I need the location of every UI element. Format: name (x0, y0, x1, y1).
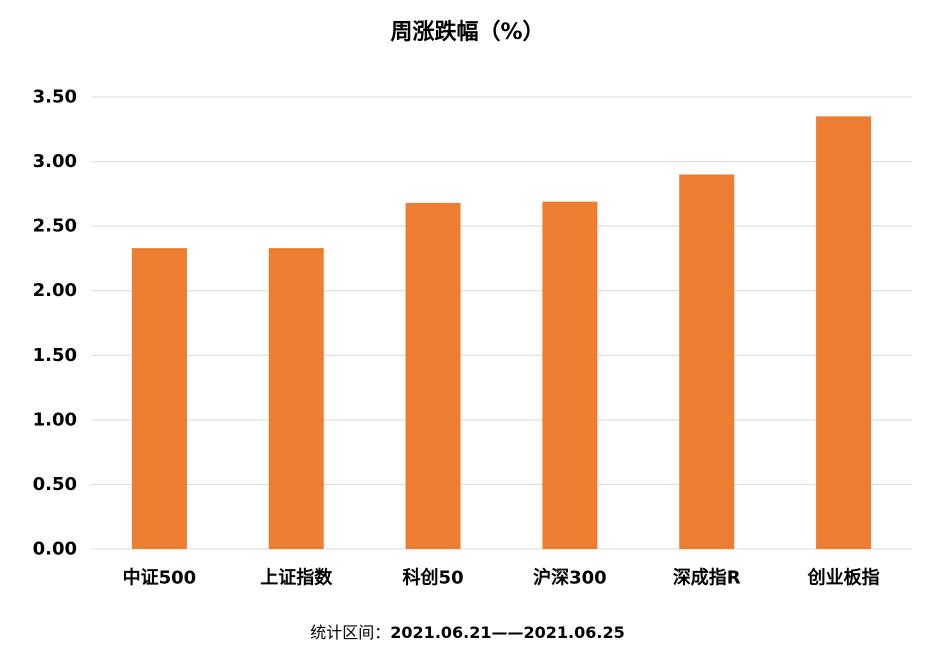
y-axis-tick-labels: 0.00 0.50 1.00 1.50 2.00 2.50 3.00 3.50 (33, 87, 77, 560)
y-tick-label: 3.00 (33, 151, 77, 172)
bar (542, 201, 598, 549)
statistics-period-label: 统计区间： (310, 623, 391, 642)
statistics-period-range: 2021.06.21——2021.06.25 (390, 623, 625, 642)
y-tick-label: 2.50 (33, 216, 77, 237)
x-category-label: 深成指R (673, 567, 741, 589)
bars (131, 116, 872, 549)
bar (405, 202, 461, 549)
x-axis-category-labels: 中证500 上证指数 科创50 沪深300 深成指R 创业板指 (123, 567, 880, 589)
bar (131, 248, 187, 549)
x-category-label: 科创50 (403, 567, 464, 589)
x-category-label: 创业板指 (807, 567, 880, 589)
bar (816, 116, 872, 549)
bar (679, 174, 735, 549)
chart-title: 周涨跌幅（%） (390, 20, 545, 45)
x-category-label: 上证指数 (260, 567, 333, 589)
y-tick-label: 2.00 (33, 280, 77, 301)
y-tick-label: 1.50 (33, 345, 77, 366)
gridlines (91, 96, 912, 550)
statistics-period-note: 统计区间：2021.06.21——2021.06.25 (0, 621, 935, 645)
y-tick-label: 0.50 (33, 474, 77, 495)
y-tick-label: 1.00 (33, 409, 77, 430)
x-category-label: 中证500 (123, 567, 197, 589)
y-tick-label: 3.50 (33, 87, 77, 108)
x-category-label: 沪深300 (533, 567, 607, 589)
bar (268, 248, 324, 549)
y-tick-label: 0.00 (33, 539, 77, 560)
